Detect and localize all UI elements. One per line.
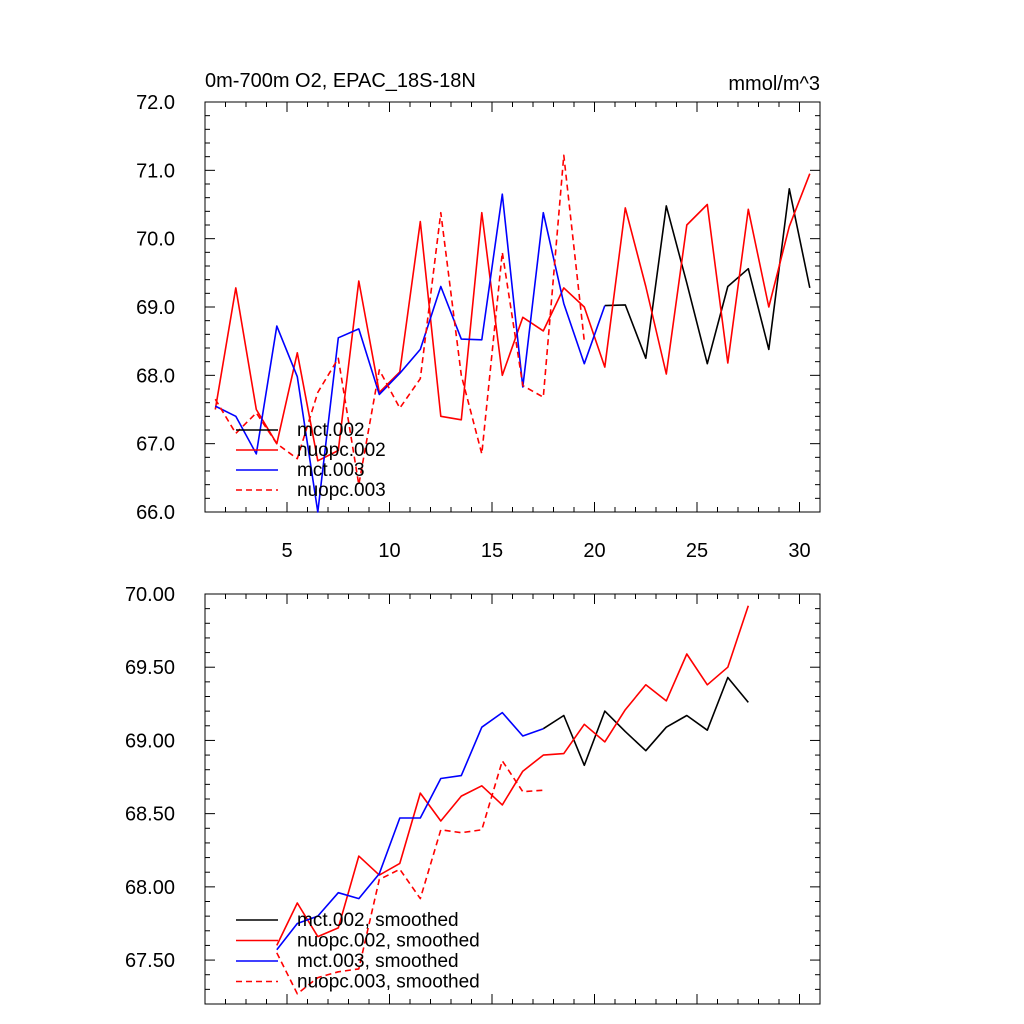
series-line-mct-002 bbox=[604, 188, 811, 365]
series-line-nuopc-003-smoothed bbox=[276, 760, 544, 995]
series-line-mct-003-smoothed bbox=[276, 711, 544, 951]
x-tick-label: 10 bbox=[378, 540, 400, 562]
series-line-mct-002-smoothed bbox=[542, 676, 749, 767]
top-panel: 5 10 15 20 25 30 66.0 67.0 68.0 69.0 70.0 71.0 72.0 0… bbox=[136, 70, 821, 562]
x-tick-label: 5 bbox=[281, 540, 292, 562]
y-tick-label: 70.0 bbox=[136, 229, 175, 251]
y-tick-label: 68.0 bbox=[136, 365, 175, 387]
y-tick-label: 68.00 bbox=[125, 877, 175, 899]
x-tick-label: 15 bbox=[481, 540, 503, 562]
x-tick-label: 20 bbox=[583, 540, 605, 562]
legend-label: nuopc.003, smoothed bbox=[297, 972, 480, 993]
series-line-nuopc-002-smoothed bbox=[276, 605, 750, 946]
legend-label: mct.002, smoothed bbox=[297, 910, 459, 931]
y-tick-label: 67.0 bbox=[136, 434, 175, 456]
y-tick-label: 71.0 bbox=[136, 160, 175, 182]
y-tick-label: 69.50 bbox=[125, 657, 175, 679]
legend-label: mct.002 bbox=[297, 420, 365, 441]
legend-label: nuopc.002 bbox=[297, 440, 386, 461]
x-tick-label: 25 bbox=[686, 540, 708, 562]
series-line-mct-003 bbox=[214, 193, 606, 513]
x-tick-label: 30 bbox=[788, 540, 810, 562]
y-tick-label: 70.00 bbox=[125, 584, 175, 606]
y-tick-label: 67.50 bbox=[125, 950, 175, 972]
series-line-nuopc-002 bbox=[214, 173, 811, 462]
y-tick-label: 68.50 bbox=[125, 804, 175, 826]
bottom-panel: 67.50 68.00 68.50 69.00 69.50 70.00 mct.002, s… bbox=[125, 584, 821, 1005]
series-line-nuopc-003 bbox=[214, 154, 586, 486]
units-label: mmol/m^3 bbox=[728, 73, 820, 95]
y-tick-label: 69.0 bbox=[136, 297, 175, 319]
legend-label: mct.003 bbox=[297, 460, 365, 481]
y-tick-label: 66.0 bbox=[136, 502, 175, 524]
legend-label: mct.003, smoothed bbox=[297, 951, 459, 972]
y-tick-label: 69.00 bbox=[125, 730, 175, 752]
legend-label: nuopc.002, smoothed bbox=[297, 931, 480, 952]
chart-title: 0m-700m O2, EPAC_18S-18N bbox=[205, 70, 476, 92]
legend-label: nuopc.003 bbox=[297, 480, 386, 501]
y-tick-label: 72.0 bbox=[136, 92, 175, 114]
